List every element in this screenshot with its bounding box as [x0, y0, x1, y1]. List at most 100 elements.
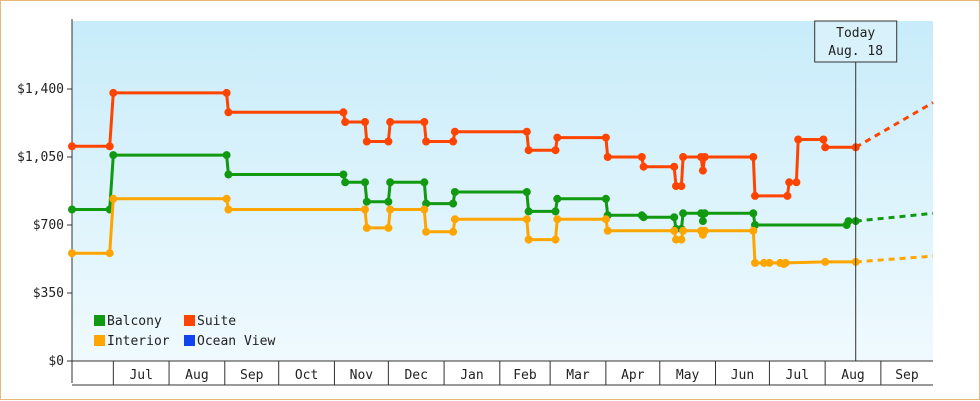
legend-label: Balcony: [107, 314, 162, 329]
legend-label: Interior: [107, 334, 170, 349]
legend-swatch: [184, 315, 195, 326]
x-tick-label: Jan: [460, 368, 483, 383]
today-marker: Today Aug. 18: [814, 20, 898, 361]
data-point: [224, 170, 233, 179]
data-point: [339, 170, 348, 179]
legend-label: Suite: [197, 314, 236, 329]
legend-item-suite: Suite: [184, 314, 236, 329]
x-tick-label: Aug: [185, 368, 208, 383]
data-point: [792, 178, 801, 187]
legend-swatch: [184, 335, 195, 346]
data-point: [362, 197, 371, 206]
data-point: [341, 178, 350, 187]
series-suite: [68, 88, 934, 200]
y-tick-label: $1,050: [17, 150, 64, 165]
data-point: [361, 205, 369, 214]
data-point: [765, 258, 774, 267]
data-point: [751, 258, 759, 267]
legend-item-interior: Interior: [94, 334, 170, 349]
data-point: [524, 146, 533, 155]
data-point: [420, 178, 429, 187]
data-point: [422, 137, 431, 146]
projection-line: [855, 211, 934, 223]
data-point: [420, 118, 429, 126]
data-point: [224, 108, 233, 117]
data-point: [783, 191, 792, 200]
y-tick-label: $700: [33, 218, 64, 233]
x-tick-label: Jul: [786, 368, 809, 383]
data-point: [386, 205, 395, 214]
data-point: [522, 188, 531, 196]
data-point: [361, 178, 369, 187]
series-balcony: [68, 151, 934, 233]
legend: Balcony Suite Interior Ocean View: [94, 314, 275, 349]
x-tick-label: Nov: [350, 368, 374, 383]
data-point: [105, 249, 114, 258]
today-date: Aug. 18: [828, 44, 883, 59]
data-point: [700, 209, 709, 218]
x-axis: Jul Aug Sep Oct Nov Dec Jan Feb Mar Apr May Jun Jul A…: [72, 360, 933, 386]
data-point: [670, 226, 679, 235]
data-point: [524, 235, 533, 244]
projection-line: [854, 101, 934, 149]
data-point: [362, 137, 371, 146]
legend-label: Ocean View: [197, 334, 275, 349]
y-tick-label: $1,400: [17, 82, 64, 97]
data-point: [785, 178, 794, 187]
x-tick-label: Feb: [513, 368, 537, 383]
data-point: [698, 166, 707, 175]
data-point: [449, 227, 458, 236]
data-point: [639, 162, 648, 171]
data-point: [553, 194, 562, 203]
data-point: [601, 133, 610, 142]
series-layer: [68, 88, 934, 268]
data-point: [68, 142, 76, 151]
data-point: [679, 226, 688, 235]
data-point: [603, 153, 612, 161]
x-tick-label: Jun: [731, 368, 754, 383]
x-tick-label: May: [676, 368, 700, 383]
x-tick-label: Jul: [129, 368, 152, 383]
data-point: [450, 127, 459, 136]
x-tick-label: Sep: [895, 368, 919, 383]
data-point: [601, 215, 610, 224]
data-point: [603, 226, 612, 235]
data-point: [450, 188, 459, 196]
data-point: [639, 213, 648, 222]
y-axis: $0 $350 $700 $1,050 $1,400: [17, 19, 73, 383]
data-point: [422, 227, 431, 236]
data-point: [679, 209, 688, 218]
data-point: [677, 182, 686, 191]
series-interior: [68, 194, 934, 268]
today-label: Today: [836, 26, 875, 41]
projection-line: [855, 254, 934, 264]
data-point: [551, 207, 560, 216]
data-point: [449, 137, 458, 146]
data-point: [700, 226, 709, 235]
y-tick-label: $350: [33, 286, 64, 301]
data-point: [222, 151, 231, 160]
data-point: [698, 217, 707, 226]
data-point: [386, 178, 395, 187]
data-point: [68, 205, 76, 214]
x-tick-label: Aug: [841, 368, 864, 383]
legend-item-balcony: Balcony: [94, 314, 162, 329]
data-point: [386, 118, 395, 126]
data-point: [844, 217, 853, 226]
data-point: [68, 249, 76, 258]
data-point: [449, 199, 458, 208]
x-tick-label: Sep: [240, 368, 264, 383]
data-point: [222, 194, 231, 203]
data-point: [601, 194, 610, 203]
data-point: [420, 205, 429, 214]
data-point: [700, 153, 709, 161]
x-tick-label: Mar: [566, 368, 590, 383]
data-point: [224, 205, 233, 214]
data-point: [819, 135, 828, 144]
data-point: [222, 88, 231, 97]
data-point: [670, 213, 679, 222]
data-point: [384, 197, 393, 206]
data-point: [553, 133, 562, 142]
today-box: [814, 20, 898, 63]
